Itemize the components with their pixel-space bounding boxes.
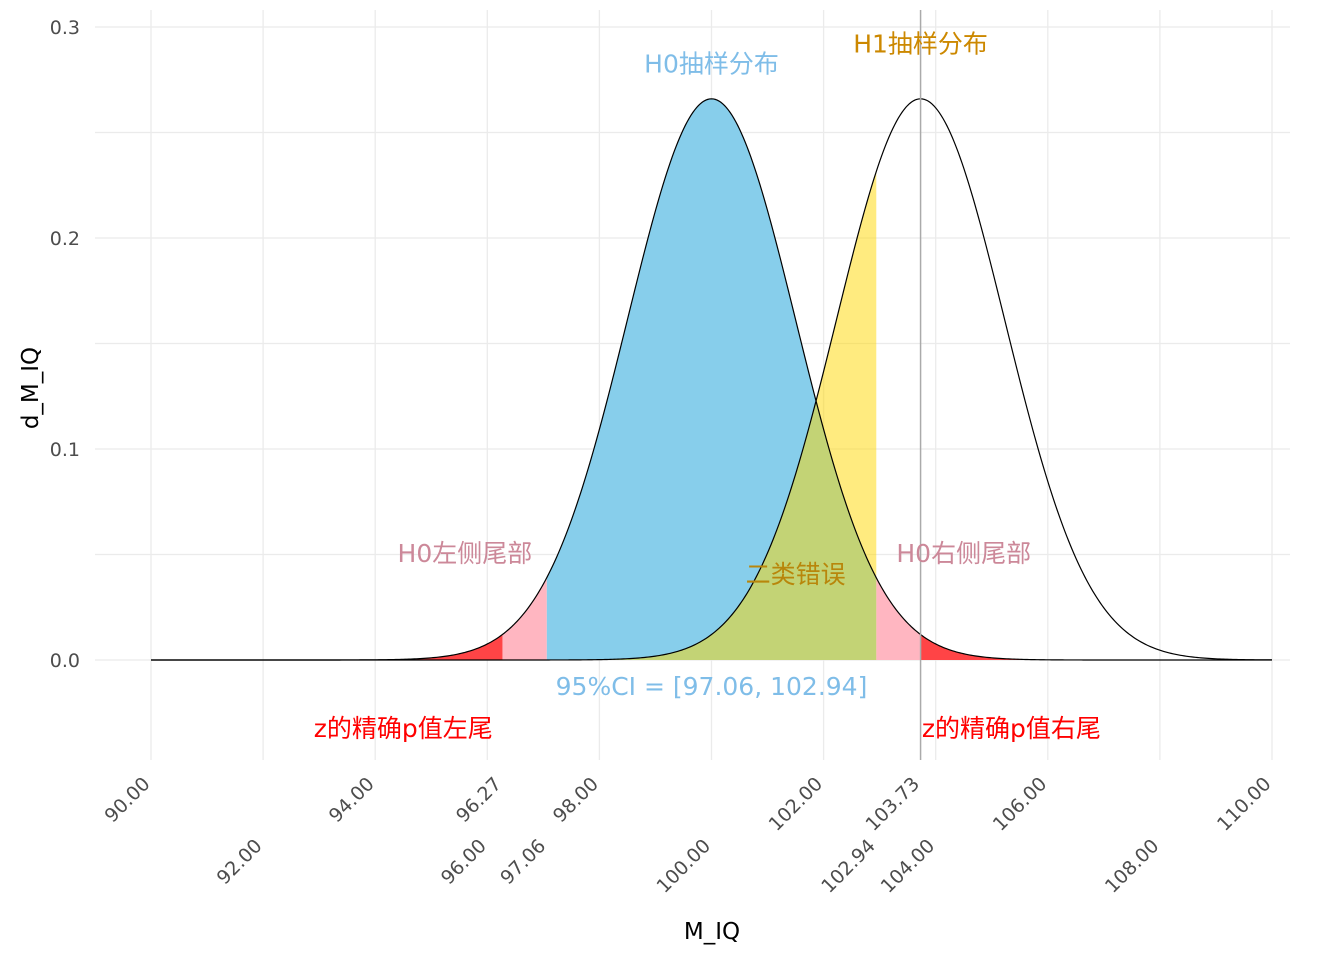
y-tick-label: 0.0 <box>50 650 80 672</box>
x-tick-label: 100.00 <box>652 835 715 898</box>
h0-left-tail-area <box>151 577 547 660</box>
x-axis-title: M_IQ <box>684 919 740 945</box>
type2-error-area <box>151 171 877 661</box>
x-tick-label: 98.00 <box>549 773 603 827</box>
x-tick-label: 106.00 <box>989 773 1052 836</box>
x-tick-label: 110.00 <box>1213 773 1276 836</box>
y-tick-label: 0.3 <box>50 17 80 39</box>
x-tick-label: 92.00 <box>213 835 267 889</box>
p-right-tail-area <box>920 634 1272 660</box>
h0-left-tail-label: H0左侧尾部 <box>398 539 533 568</box>
x-tick-label: 103.73 <box>862 773 925 836</box>
h0-right-tail-label: H0右侧尾部 <box>896 539 1031 568</box>
y-tick-label: 0.1 <box>50 439 80 461</box>
x-tick-label: 104.00 <box>877 835 940 898</box>
p-left-label: z的精确p值左尾 <box>314 714 493 743</box>
x-tick-label: 94.00 <box>325 773 379 827</box>
p-left-tail-area <box>151 634 503 660</box>
x-tick-label: 102.94 <box>817 835 880 898</box>
p-right-label: z的精确p值右尾 <box>922 714 1101 743</box>
curves <box>151 10 1273 760</box>
type2-error-label: 二类错误 <box>746 560 846 589</box>
x-tick-label: 102.00 <box>765 773 828 836</box>
x-tick-label: 96.00 <box>437 835 491 889</box>
y-tick-label: 0.2 <box>50 228 80 250</box>
h0-right-tail-area <box>876 577 1272 660</box>
h1-density-curve <box>151 98 1273 661</box>
h1-label: H1抽样分布 <box>853 29 988 58</box>
areas <box>151 98 1272 661</box>
x-tick-label: 90.00 <box>101 773 155 827</box>
y-axis-title: d_M_IQ <box>18 347 44 429</box>
x-tick-label: 96.27 <box>452 773 506 827</box>
ci-label: 95%CI = [97.06, 102.94] <box>556 672 868 701</box>
x-tick-label: 108.00 <box>1101 835 1164 898</box>
x-tick-label: 97.06 <box>496 835 550 889</box>
h0-label: H0抽样分布 <box>644 49 779 78</box>
